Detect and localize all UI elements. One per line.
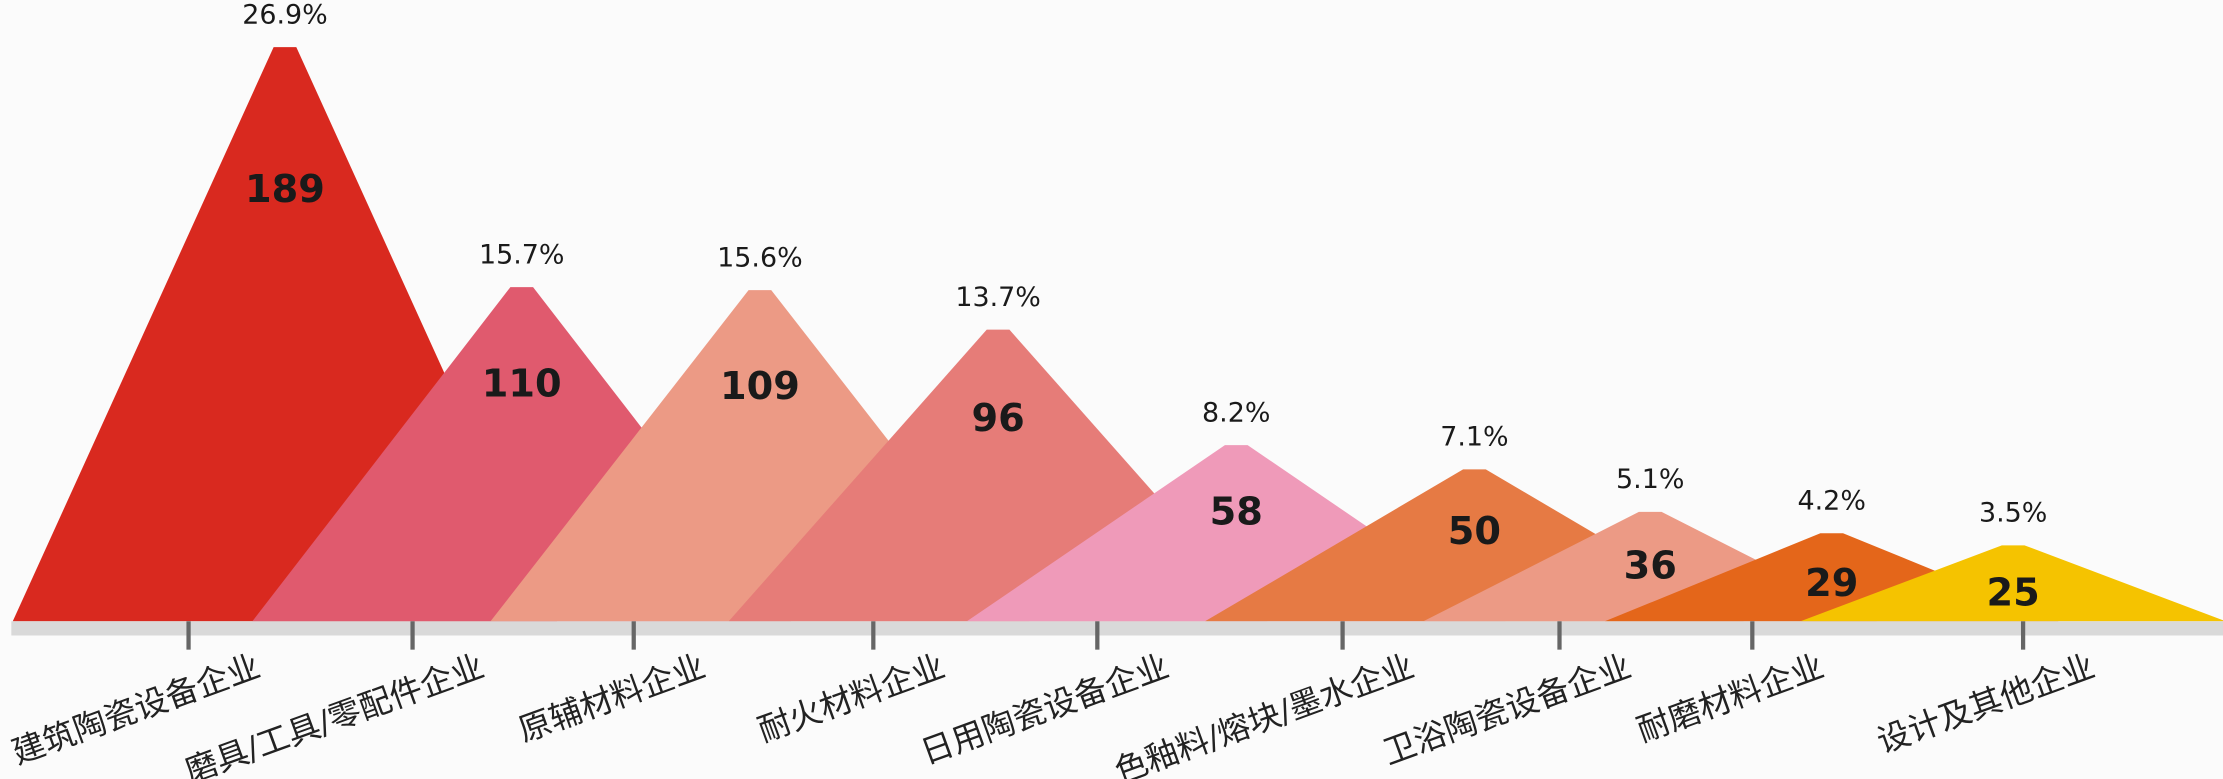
value-label: 189 xyxy=(245,167,325,212)
value-label: 50 xyxy=(1448,509,1501,554)
category-label: 耐磨材料企业 xyxy=(1632,647,1829,750)
share-label: 7.1% xyxy=(1440,422,1508,453)
value-label: 29 xyxy=(1805,561,1858,606)
value-label: 36 xyxy=(1624,544,1677,589)
category-label: 原辅材料企业 xyxy=(513,647,710,750)
value-label: 110 xyxy=(482,362,562,407)
share-label: 8.2% xyxy=(1202,397,1270,428)
share-label: 15.7% xyxy=(479,239,565,270)
share-label: 3.5% xyxy=(1979,498,2047,529)
value-label: 25 xyxy=(1987,571,2040,616)
value-label: 96 xyxy=(971,396,1024,441)
category-label: 设计及其他企业 xyxy=(1872,647,2099,761)
baseline xyxy=(11,621,2223,636)
value-label: 109 xyxy=(720,364,800,409)
share-label: 13.7% xyxy=(955,282,1041,313)
share-label: 26.9% xyxy=(242,0,328,30)
share-label: 15.6% xyxy=(717,242,803,273)
category-label: 卫浴陶瓷设备企业 xyxy=(1378,647,1636,772)
share-label: 5.1% xyxy=(1616,464,1684,495)
value-label: 58 xyxy=(1210,490,1263,535)
triangle-bar xyxy=(1800,545,2223,622)
share-label: 4.2% xyxy=(1798,486,1866,517)
